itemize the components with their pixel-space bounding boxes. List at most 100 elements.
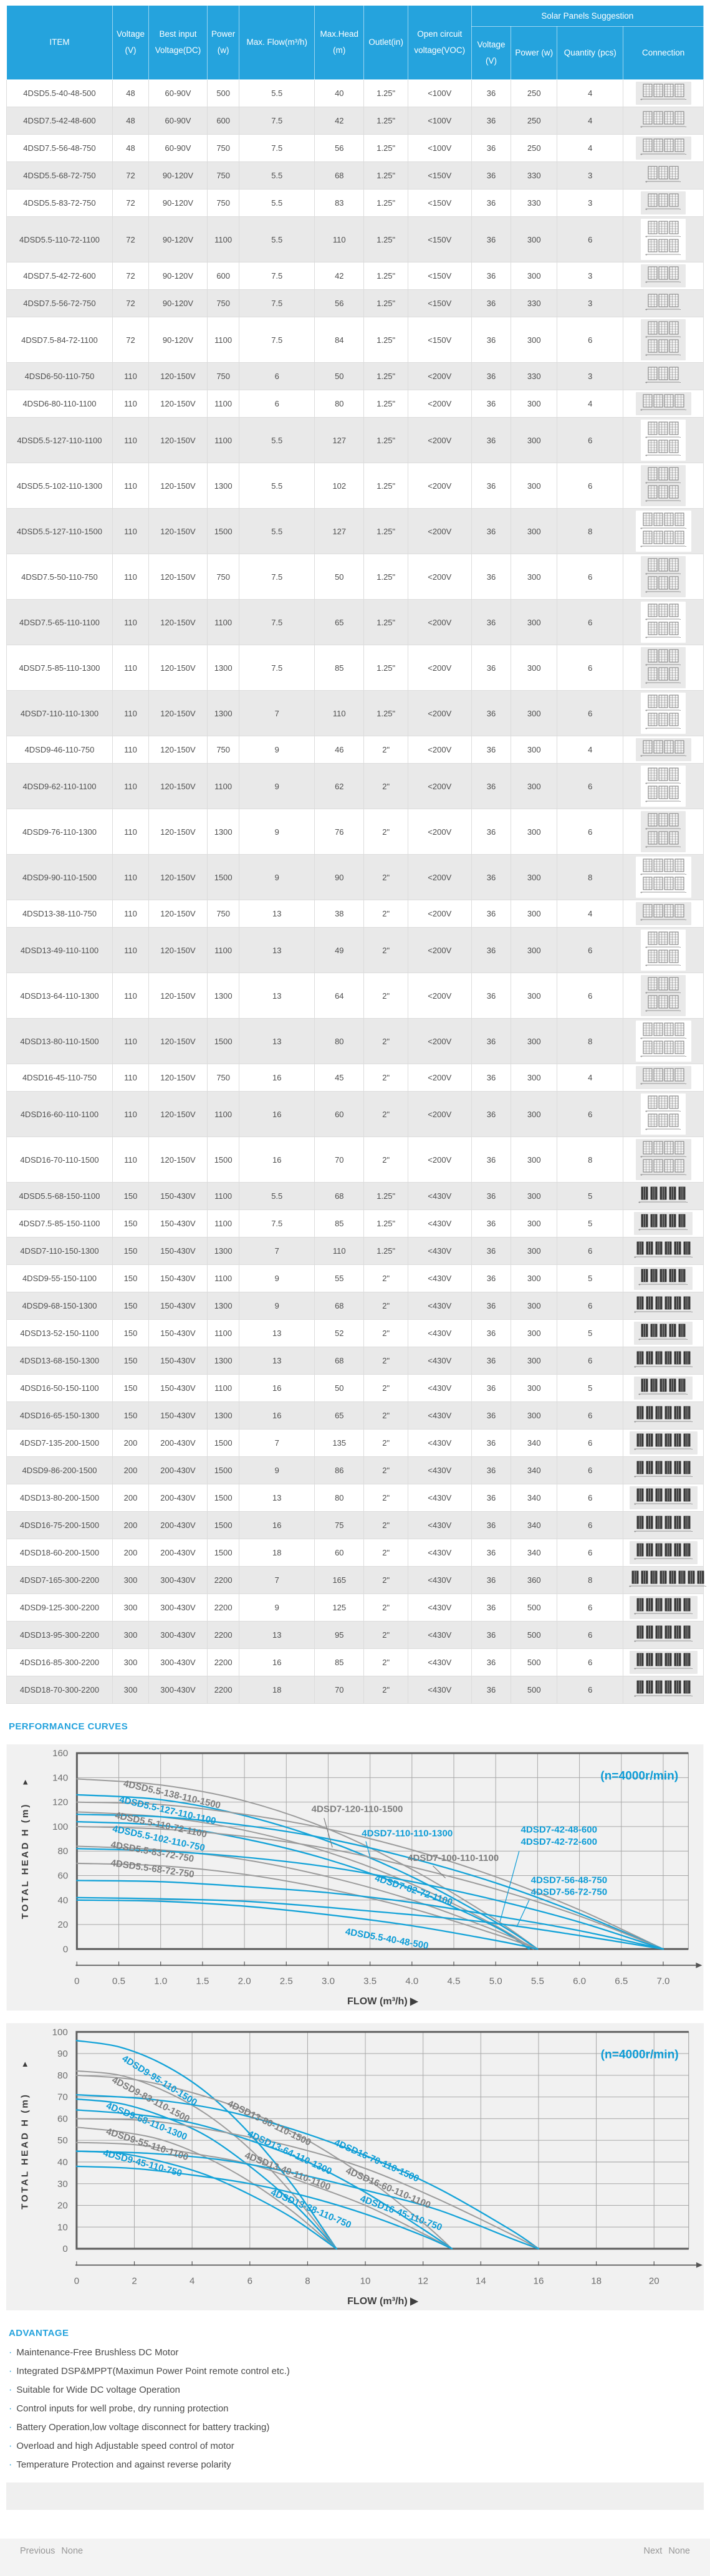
cell-sp-qty: 6: [557, 809, 624, 855]
cell-item: 4DSD16-65-150-1300: [6, 1401, 113, 1430]
svg-text:-: -: [679, 618, 681, 622]
cell-voltage: 110: [112, 1064, 150, 1092]
cell-sp-voltage: 36: [471, 362, 512, 390]
svg-text:+: +: [634, 1365, 636, 1370]
cell-voltage: 110: [112, 1018, 150, 1064]
cell-max-flow: 16: [239, 1648, 315, 1676]
solar-connection-icon: + - + -: [641, 1093, 686, 1135]
cell-max-flow: 9: [239, 854, 315, 900]
cell-voc: <200V: [407, 763, 472, 809]
cell-sp-voltage: 36: [471, 1237, 512, 1265]
cell-item: 4DSD9-68-150-1300: [6, 1292, 113, 1320]
svg-text:+: +: [634, 1475, 636, 1479]
col-best-input: Best input Voltage(DC): [148, 5, 208, 80]
table-row: 4DSD18-60-200-1500 200 200-430V 1500 18 60 2" <…: [6, 1539, 704, 1567]
cell-max-flow: 7.5: [239, 1209, 315, 1238]
solar-connection-icon: + -: [636, 109, 691, 132]
cell-sp-power: 300: [511, 599, 558, 645]
cell-max-flow: 9: [239, 1292, 315, 1320]
solar-connection-icon: + -: [630, 1294, 698, 1317]
svg-text:100: 100: [52, 1822, 68, 1832]
cell-connection: + - + -: [623, 927, 704, 973]
advantage-heading: ADVANTAGE: [9, 2328, 69, 2338]
advantage-item: · Control inputs for well probe, dry runn…: [9, 2403, 229, 2414]
cell-connection: + - + -: [623, 554, 704, 600]
cell-outlet: 1.25": [363, 107, 408, 135]
svg-text:-: -: [685, 1055, 687, 1059]
table-row: 4DSD5.5-102-110-1300 110 120-150V 1300 5.5 10…: [6, 463, 704, 509]
svg-text:+: +: [638, 1201, 641, 1205]
cell-best-input: 60-90V: [148, 134, 208, 162]
cell-best-input: 120-150V: [148, 763, 208, 809]
cell-sp-voltage: 36: [471, 1593, 512, 1622]
advantage-item: · Suitable for Wide DC voltage Operation: [9, 2385, 180, 2395]
svg-text:12: 12: [418, 2276, 428, 2287]
cell-sp-power: 300: [511, 216, 558, 262]
cell-best-input: 150-430V: [148, 1374, 208, 1402]
cell-item: 4DSD13-95-300-2200: [6, 1621, 113, 1649]
svg-text:+: +: [645, 964, 648, 968]
table-row: 4DSD16-45-110-750 110 120-150V 750 16 45 2" <20…: [6, 1064, 704, 1092]
footer-previous[interactable]: Previous None: [20, 2546, 83, 2576]
cell-connection: + -: [623, 1264, 704, 1292]
svg-text:+: +: [634, 1640, 636, 1644]
table-row: 4DSD7.5-85-110-1300 110 120-150V 1300 7.5 85 1…: [6, 645, 704, 691]
cell-best-input: 90-120V: [148, 189, 208, 217]
cell-power: 500: [206, 79, 240, 107]
cell-sp-power: 360: [511, 1566, 558, 1594]
svg-text:-: -: [685, 408, 687, 413]
table-row: 4DSD16-65-150-1300 150 150-430V 1300 16 65 2" <…: [6, 1401, 704, 1430]
previous-link[interactable]: Previous None: [20, 2546, 84, 2556]
cell-best-input: 120-150V: [148, 1137, 208, 1183]
cell-sp-power: 300: [511, 1209, 558, 1238]
svg-text:100: 100: [52, 2027, 68, 2037]
svg-text:▲: ▲: [21, 1777, 29, 1786]
svg-text:-: -: [679, 436, 681, 440]
bullet-icon: ·: [9, 2366, 12, 2377]
svg-text:+: +: [645, 782, 648, 786]
cell-item: 4DSD5.5-127-110-1500: [6, 508, 113, 554]
cell-item: 4DSD13-38-110-750: [6, 900, 113, 928]
cell-voc: <200V: [407, 1018, 472, 1064]
footer-next[interactable]: Next None: [644, 2546, 691, 2576]
col-max-flow: Max. Flow(m³/h): [239, 5, 315, 80]
cell-power: 1500: [206, 1429, 240, 1457]
next-link[interactable]: Next None: [643, 2546, 691, 2556]
svg-text:+: +: [645, 845, 648, 850]
cell-item: 4DSD13-64-110-1300: [6, 973, 113, 1019]
svg-text:-: -: [679, 253, 681, 257]
svg-text:+: +: [634, 1694, 636, 1699]
svg-text:140: 140: [52, 1772, 68, 1783]
table-row: 4DSD7-165-300-2200 300 300-430V 2200 7 165 2" <…: [6, 1566, 707, 1594]
cell-voltage: 110: [112, 1137, 150, 1183]
solar-connection-icon: + -: [634, 1267, 693, 1290]
cell-max-head: 86: [314, 1456, 365, 1484]
cell-max-head: 70: [314, 1137, 365, 1183]
cell-max-head: 127: [314, 508, 365, 554]
cell-power: 1100: [206, 1374, 240, 1402]
svg-text:+: +: [645, 1110, 648, 1114]
cell-sp-voltage: 36: [471, 645, 512, 691]
solar-connection-icon: + -: [641, 292, 686, 315]
cell-sp-qty: 3: [557, 189, 624, 217]
cell-sp-voltage: 36: [471, 1091, 512, 1137]
cell-sp-qty: 6: [557, 216, 624, 262]
cell-outlet: 2": [363, 1064, 408, 1092]
cell-sp-qty: 3: [557, 161, 624, 190]
svg-text:50: 50: [57, 2135, 68, 2146]
cell-sp-power: 250: [511, 134, 558, 162]
cell-sp-voltage: 36: [471, 1018, 512, 1064]
cell-sp-voltage: 36: [471, 1429, 512, 1457]
footer-bar: Previous None Next None: [0, 2539, 710, 2576]
cell-connection: + -: [623, 289, 704, 317]
svg-text:+: +: [645, 499, 648, 504]
cell-sp-voltage: 36: [471, 1064, 512, 1092]
cell-sp-qty: 4: [557, 79, 624, 107]
cell-best-input: 90-120V: [148, 161, 208, 190]
cell-outlet: 1.25": [363, 134, 408, 162]
cell-outlet: 2": [363, 927, 408, 973]
cell-connection: + -: [623, 1566, 707, 1594]
cell-item: 4DSD5.5-83-72-750: [6, 189, 113, 217]
cell-connection: + - + -: [623, 1018, 704, 1064]
svg-text:10: 10: [57, 2222, 68, 2232]
